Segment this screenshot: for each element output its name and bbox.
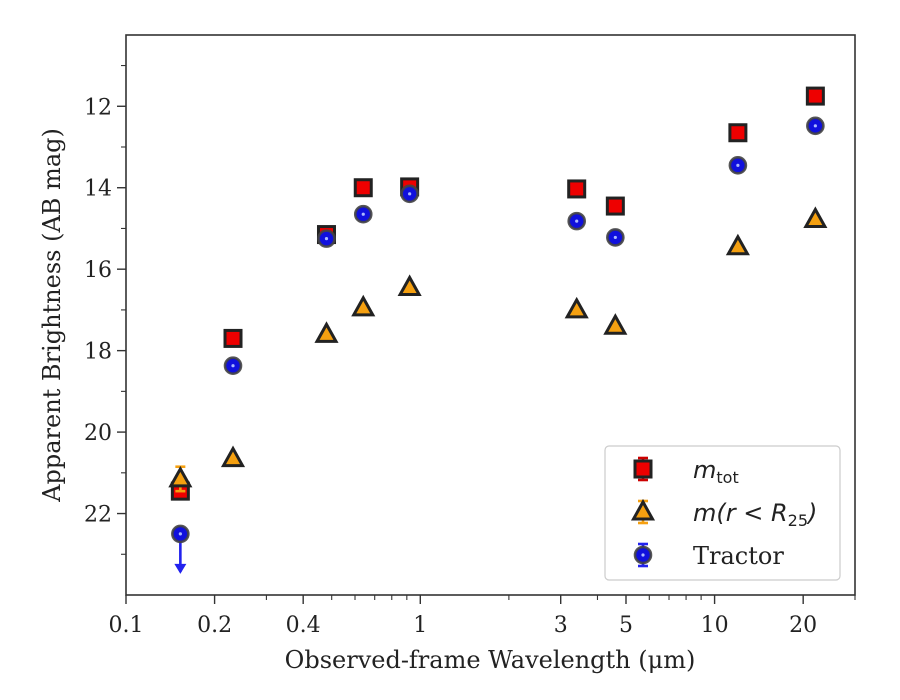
y-tick-label: 12 <box>84 95 112 120</box>
legend-label-m_r25: m(r < R25) <box>693 499 817 530</box>
point-m_r25 <box>603 313 628 335</box>
point-m_r25 <box>314 321 339 343</box>
x-axis-title: Observed-frame Wavelength (μm) <box>285 646 696 674</box>
series-tractor <box>171 116 825 574</box>
legend-entry-tractor: Tractor <box>633 542 784 570</box>
legend-entry-m_tot: mtot <box>633 456 739 487</box>
y-tick-label: 16 <box>84 258 112 283</box>
y-tick-label: 22 <box>84 503 112 528</box>
point-tractor-center <box>813 124 817 128</box>
point-m_r25 <box>220 445 246 468</box>
point-tractor-center <box>613 235 617 240</box>
legend-marker-m_tot <box>633 459 653 479</box>
point-tractor-center <box>736 163 740 167</box>
plot-frame <box>125 34 856 596</box>
x-tick-label: 3 <box>554 613 568 638</box>
plot-marks <box>168 86 828 574</box>
point-m_tot <box>223 328 243 348</box>
point-tractor-center <box>324 237 329 241</box>
point-m_tot <box>728 123 748 143</box>
point-m_r25 <box>725 233 750 256</box>
point-tractor-center <box>231 364 235 368</box>
legend-marker-tractor-center <box>641 553 645 557</box>
y-tick-label: 20 <box>84 421 112 446</box>
series-m_tot <box>170 86 825 501</box>
upper-limit-arrowhead-tractor <box>174 563 187 574</box>
x-tick-label: 1 <box>413 613 427 638</box>
legend: mtot m(r < R25) Tractor <box>604 445 841 581</box>
point-tractor-center <box>361 212 365 216</box>
legend-label-m_tot: mtot <box>693 456 739 487</box>
axis-ticks: 0.1 0.2 0.4 1 3 5 10 20 12 14 16 18 20 22 <box>84 64 856 638</box>
point-m_r25 <box>397 274 422 297</box>
point-m_r25 <box>168 465 193 488</box>
x-tick-label: 0.1 <box>109 613 144 638</box>
point-m_tot <box>605 196 625 216</box>
point-m_r25 <box>351 294 376 317</box>
y-tick-label: 14 <box>84 177 112 202</box>
point-m_tot <box>805 86 825 106</box>
y-tick-label: 18 <box>84 340 112 365</box>
x-tick-label: 5 <box>619 613 633 638</box>
legend-box <box>604 445 841 581</box>
series-m_r25 <box>168 206 828 493</box>
point-m_tot <box>353 178 373 198</box>
x-tick-label: 10 <box>701 613 729 638</box>
point-m_tot <box>567 179 587 199</box>
legend-entry-m_r25: m(r < R25) <box>630 498 817 530</box>
x-tick-label: 20 <box>789 613 817 638</box>
point-tractor-center <box>178 532 182 536</box>
point-m_r25 <box>803 206 828 228</box>
legend-label-tractor: Tractor <box>693 542 784 570</box>
point-tractor-center <box>408 192 412 196</box>
point-m_r25 <box>564 296 589 319</box>
x-tick-label: 0.4 <box>286 613 321 638</box>
legend-marker-m_r25 <box>630 498 656 521</box>
y-axis-title: Apparent Brightness (AB mag) <box>38 128 66 503</box>
x-tick-label: 0.2 <box>197 613 232 638</box>
point-tractor-center <box>575 219 579 223</box>
